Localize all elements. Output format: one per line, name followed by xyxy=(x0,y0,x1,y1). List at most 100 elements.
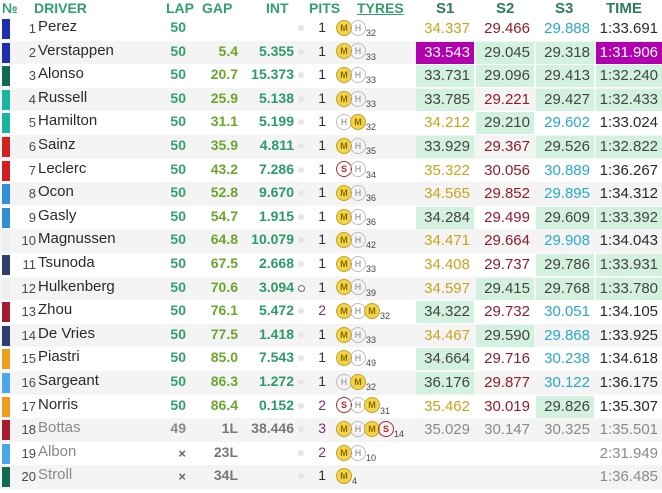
tyre-history: M H35 xyxy=(336,137,416,157)
tyre-history: M H49 xyxy=(336,349,416,369)
table-row[interactable]: 6 Sainz 50 35.9 4.811 1 M H35 33.929 29.3… xyxy=(0,135,662,159)
driver-name[interactable]: Hulkenberg xyxy=(38,277,115,295)
driver-name[interactable]: Verstappen xyxy=(38,41,114,59)
table-row[interactable]: 4 Russell 50 25.9 5.138 1 M H33 33.785 29… xyxy=(0,87,662,112)
sector-1-time: 34.322 xyxy=(416,301,474,324)
pit-count: 1 xyxy=(318,467,326,484)
table-row[interactable]: 17 Norris 50 86.4 0.152 2 S H M31 35.462 3… xyxy=(0,395,662,419)
interval-value: 5.199 xyxy=(258,113,294,130)
table-row[interactable]: 19 Albon × 23L 2 M H10 2:31.949 xyxy=(0,442,662,466)
driver-name[interactable]: Tsunoda xyxy=(38,254,95,271)
table-row[interactable]: 15 Piastri 50 85.0 7.543 1 M H49 34.664 2… xyxy=(0,347,662,371)
pit-count: 1 xyxy=(318,19,326,35)
driver-name[interactable]: Leclerc xyxy=(38,159,87,177)
lap-count: 50 xyxy=(170,255,186,271)
tyre-history: M H33 xyxy=(336,43,416,63)
team-color-bar xyxy=(2,19,10,39)
status-dot xyxy=(298,143,304,149)
hard-tyre-icon: H xyxy=(350,232,366,249)
driver-name[interactable]: Albon xyxy=(38,442,77,460)
lap-count: 50 xyxy=(170,19,186,35)
team-color-bar xyxy=(2,396,10,417)
driver-name[interactable]: Sargeant xyxy=(38,372,99,389)
sector-3-time: 29.602 xyxy=(544,114,590,132)
sector-1-time: 34.471 xyxy=(424,232,470,250)
table-row[interactable]: 13 Zhou 50 76.1 5.472 2 M H M32 34.322 29.… xyxy=(0,300,662,324)
gap-value: 64.8 xyxy=(210,231,238,248)
table-row[interactable]: 18 Bottas 49 1L 38.446 3 M H M S14 35.029 3… xyxy=(0,418,662,442)
table-row[interactable]: 8 Ocon 50 52.8 9.670 1 M H36 34.565 29.85… xyxy=(0,182,662,206)
sector-1-time: 33.785 xyxy=(416,88,474,111)
driver-name[interactable]: Ocon xyxy=(38,183,74,201)
gap-value: 23L xyxy=(213,443,238,460)
driver-name[interactable]: Bottas xyxy=(38,419,81,437)
table-row[interactable]: 5 Hamilton 50 31.1 5.199 1 H M32 34.212 2… xyxy=(0,111,662,135)
header-tyres[interactable]: TYRES xyxy=(357,0,404,16)
pit-count: 1 xyxy=(318,42,326,59)
lap-time: 1:32.240 xyxy=(596,65,662,88)
sector-2-time: 29.499 xyxy=(484,208,530,226)
status-dot xyxy=(298,25,304,31)
sector-2-time: 29.466 xyxy=(484,20,530,37)
lap-time: 1:34.312 xyxy=(599,185,658,203)
driver-name[interactable]: Norris xyxy=(38,395,78,413)
table-row[interactable]: 7 Leclerc 50 43.2 7.286 1 S H34 35.322 30… xyxy=(0,159,662,183)
sector-1-time: 34.565 xyxy=(424,185,470,203)
table-row[interactable]: 20 Stroll × 34L 1 M4 1:36.485 xyxy=(0,465,662,489)
driver-name[interactable]: Piastri xyxy=(38,348,80,366)
team-color-bar xyxy=(2,278,10,299)
driver-name[interactable]: Sainz xyxy=(38,136,76,153)
sector-1-time: 33.929 xyxy=(416,136,474,158)
interval-value: 9.670 xyxy=(258,184,294,201)
gap-value: 35.9 xyxy=(210,137,238,153)
gap-value: 77.5 xyxy=(210,325,238,342)
sector-3-time: 30.889 xyxy=(544,161,590,179)
pit-count: 3 xyxy=(318,420,326,437)
hard-tyre-icon: H xyxy=(350,161,366,178)
driver-name[interactable]: Hamilton xyxy=(38,112,98,130)
header-pos: № xyxy=(2,0,18,16)
driver-name[interactable]: Perez xyxy=(38,18,78,35)
gap-value: 31.1 xyxy=(210,113,238,130)
table-row[interactable]: 1 Perez 50 1 M H32 34.337 29.466 29.888 1… xyxy=(0,17,662,41)
driver-name[interactable]: Zhou xyxy=(38,301,73,319)
pit-count: 1 xyxy=(318,89,326,106)
table-row[interactable]: 14 De Vries 50 77.5 1.418 1 M H33 34.467 … xyxy=(0,323,662,348)
medium-tyre-icon: M xyxy=(350,114,366,131)
sector-2-time: 29.732 xyxy=(484,303,530,321)
driver-name[interactable]: De Vries xyxy=(38,324,95,342)
driver-name[interactable]: Russell xyxy=(38,88,88,106)
status-dot xyxy=(298,261,304,267)
table-row[interactable]: 3 Alonso 50 20.7 15.373 1 M H33 33.731 29… xyxy=(0,64,662,88)
team-color-bar xyxy=(2,42,10,63)
lap-time: 1:34.618 xyxy=(599,350,658,368)
lap-time: 1:33.392 xyxy=(596,206,662,229)
sector-2-time: 29.664 xyxy=(484,232,530,250)
hard-tyre-icon: H xyxy=(350,90,366,107)
table-row[interactable]: 16 Sargeant 50 86.3 1.272 1 H M32 36.176 … xyxy=(0,371,662,395)
driver-name[interactable]: Stroll xyxy=(38,466,73,484)
pit-count: 1 xyxy=(318,207,326,224)
table-row[interactable]: 9 Gasly 50 54.7 1.915 1 M H36 34.284 29.4… xyxy=(0,206,662,230)
tyre-age: 32 xyxy=(366,28,377,38)
gap-value: 67.5 xyxy=(210,255,238,271)
driver-name[interactable]: Gasly xyxy=(38,206,77,224)
driver-name[interactable]: Alonso xyxy=(38,65,84,83)
table-row[interactable]: 12 Hulkenberg 50 70.6 3.094 1 M H39 34.59… xyxy=(0,276,662,301)
table-row[interactable]: 11 Tsunoda 50 67.5 2.668 1 M H33 34.408 2… xyxy=(0,253,662,277)
gap-value: 76.1 xyxy=(210,302,238,319)
status-dot xyxy=(298,379,304,385)
tyre-age: 36 xyxy=(366,193,377,204)
lap-time: 1:33.024 xyxy=(599,114,658,132)
table-row[interactable]: 2 Verstappen 50 5.4 5.355 1 M H33 33.543 … xyxy=(0,40,662,65)
table-row[interactable]: 10 Magnussen 50 64.8 10.079 1 M H42 34.47… xyxy=(0,229,662,253)
header-lap: LAP xyxy=(166,0,194,16)
position: 18 xyxy=(21,422,36,438)
sector-1-time: 36.176 xyxy=(416,372,474,394)
sector-1-time: 34.467 xyxy=(424,326,470,344)
status-dot xyxy=(298,119,304,126)
status-dot xyxy=(298,213,304,220)
tyre-history: M H36 xyxy=(336,208,416,228)
hard-tyre-icon: H xyxy=(350,66,366,83)
driver-name[interactable]: Magnussen xyxy=(38,230,116,248)
